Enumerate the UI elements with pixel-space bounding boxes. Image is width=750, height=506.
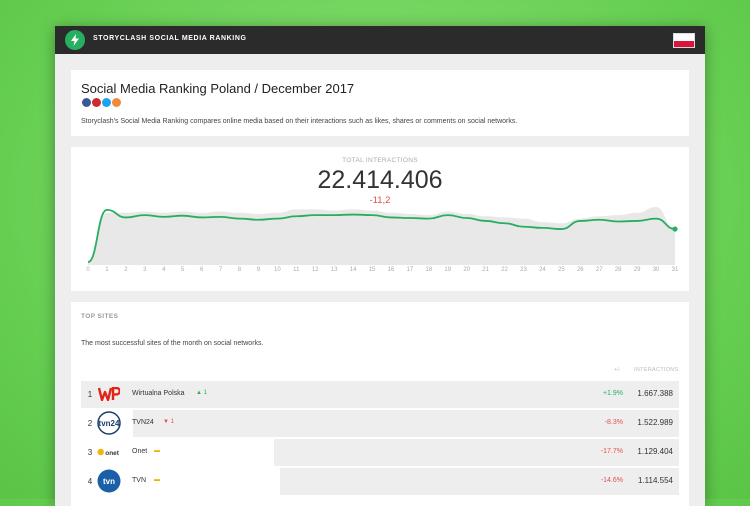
app-window: STORYCLASH SOCIAL MEDIA RANKING Social M… [55, 26, 705, 506]
tvn24-logo: tvn24 [97, 411, 121, 435]
x-tick-label: 25 [558, 267, 565, 273]
last-point-marker[interactable] [672, 226, 678, 232]
trend-indicator: ▬ [154, 448, 160, 454]
trend-indicator: ▲ 1 [196, 390, 207, 396]
share-bar [133, 410, 679, 437]
total-interactions-label: TOTAL INTERACTIONS [342, 157, 418, 164]
x-tick-label: 27 [596, 267, 603, 273]
ranking-table: 1 Wirtualna Polska ▲ 1 +1.9% 1.667.388 2… [81, 380, 679, 496]
wp-logo [97, 382, 121, 406]
youtube-icon[interactable] [92, 98, 101, 107]
x-tick-label: 21 [482, 267, 489, 273]
x-tick-label: 11 [293, 267, 300, 273]
svg-text:tvn24: tvn24 [99, 419, 120, 428]
x-tick-label: 18 [425, 267, 432, 273]
x-tick-label: 22 [501, 267, 508, 273]
x-tick-label: 29 [634, 267, 641, 273]
tvn-logo: tvn [97, 469, 121, 493]
interactions-value: 1.522.989 [637, 418, 673, 427]
x-tick-label: 10 [274, 267, 281, 273]
rank-number: 1 [87, 390, 93, 399]
total-interactions-value: 22.414.406 [317, 166, 443, 194]
onet-logo: onet [97, 440, 121, 464]
column-header-change: +/- [614, 367, 621, 373]
x-tick-label: 26 [577, 267, 584, 273]
x-tick-label: 4 [162, 267, 166, 273]
lightning-icon[interactable] [65, 30, 85, 50]
x-tick-label: 13 [331, 267, 338, 273]
share-bar [274, 439, 679, 466]
x-tick-label: 8 [238, 267, 242, 273]
top-bar: STORYCLASH SOCIAL MEDIA RANKING [55, 26, 705, 54]
x-tick-label: 14 [350, 267, 357, 273]
x-tick-label: 24 [539, 267, 546, 273]
x-tick-label: 23 [520, 267, 527, 273]
x-tick-label: 9 [257, 267, 261, 273]
change-percent: +1.9% [602, 390, 623, 397]
change-percent: -14.6% [600, 477, 623, 484]
twitter-icon[interactable] [102, 98, 111, 107]
site-name: TVN24 [132, 419, 154, 426]
svg-text:onet: onet [105, 450, 119, 457]
x-tick-label: 12 [312, 267, 319, 273]
interactions-value: 1.129.404 [637, 447, 673, 456]
x-tick-label: 1 [105, 267, 109, 273]
x-tick-label: 0 [86, 267, 90, 273]
x-tick-label: 15 [369, 267, 376, 273]
table-row[interactable]: 4 tvn TVN ▬ -14.6% 1.114.554 [81, 467, 679, 496]
page-title: Social Media Ranking Poland / December 2… [81, 81, 355, 96]
rank-number: 2 [87, 419, 93, 428]
facebook-icon[interactable] [82, 98, 91, 107]
rank-number: 4 [87, 477, 93, 486]
site-name: TVN [132, 477, 146, 484]
site-name: Onet [132, 448, 148, 455]
section-description: The most successful sites of the month o… [81, 340, 264, 347]
page-description: Storyclash's Social Media Ranking compar… [81, 118, 518, 125]
interactions-value: 1.667.388 [637, 389, 673, 398]
site-name: Wirtualna Polska [132, 390, 185, 397]
trend-indicator: ▬ [154, 477, 160, 483]
share-bar [81, 381, 679, 408]
change-percent: -8.3% [604, 419, 623, 426]
svg-text:tvn: tvn [103, 477, 115, 486]
instagram-icon[interactable] [112, 98, 121, 107]
x-tick-label: 6 [200, 267, 204, 273]
table-row[interactable]: 1 Wirtualna Polska ▲ 1 +1.9% 1.667.388 [81, 380, 679, 409]
top-sites-card: TOP SITES The most successful sites of t… [71, 302, 689, 506]
total-interactions-change: -11,2 [369, 195, 391, 206]
poland-flag-icon[interactable] [673, 33, 695, 48]
x-tick-label: 19 [444, 267, 451, 273]
table-row[interactable]: 3 onet Onet ▬ -17.7% 1.129.404 [81, 438, 679, 467]
x-tick-label: 2 [124, 267, 128, 273]
x-tick-label: 28 [615, 267, 622, 273]
share-bar [279, 468, 679, 495]
share-buttons [82, 98, 121, 107]
interactions-value: 1.114.554 [638, 476, 673, 485]
x-tick-label: 5 [181, 267, 185, 273]
rank-number: 3 [87, 448, 93, 457]
x-tick-label: 31 [672, 267, 679, 273]
interactions-line [87, 208, 676, 263]
x-tick-label: 3 [143, 267, 147, 273]
section-label: TOP SITES [81, 313, 119, 320]
trend-indicator: ▼ 1 [163, 419, 174, 425]
x-tick-label: 20 [463, 267, 470, 273]
x-tick-label: 30 [653, 267, 660, 273]
x-tick-label: 16 [388, 267, 395, 273]
x-tick-label: 17 [407, 267, 414, 273]
change-percent: -17.7% [600, 448, 623, 455]
interactions-chart: 0 1 2 3 4 5 6 7 8 9 10 11 12 13 14 15 16 17 18 19 20 21 22 23 24… [86, 207, 679, 273]
column-header-interactions: INTERACTIONS [634, 367, 679, 373]
table-row[interactable]: 2 tvn24 TVN24 ▼ 1 -8.3% 1.522.989 [81, 409, 679, 438]
intro-card: Social Media Ranking Poland / December 2… [71, 70, 689, 136]
x-tick-label: 7 [219, 267, 223, 273]
app-title: STORYCLASH SOCIAL MEDIA RANKING [93, 35, 247, 42]
previous-period-area [88, 207, 675, 265]
